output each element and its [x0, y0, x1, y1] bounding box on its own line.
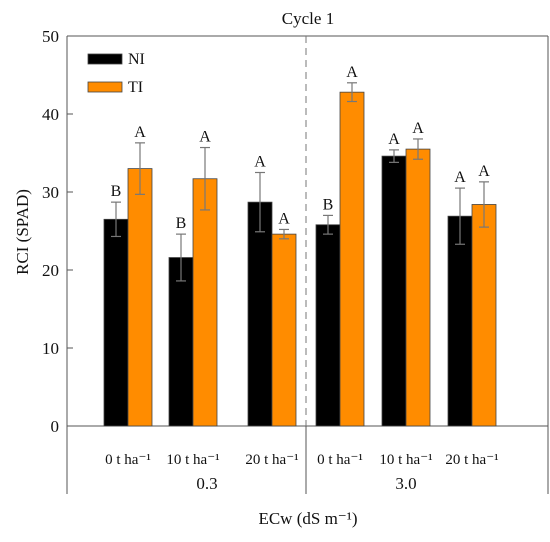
legend-swatch-ni	[87, 53, 123, 65]
significance-letter: A	[199, 129, 211, 146]
significance-letter: A	[278, 210, 290, 227]
bar-ti	[271, 233, 297, 427]
category-label: 20 t ha⁻¹	[445, 452, 498, 468]
legend: NI TI	[87, 51, 145, 96]
bar-ni	[315, 224, 341, 427]
y-tick-label: 20	[42, 261, 59, 280]
x-axis-label: ECw (dS m⁻¹)	[258, 509, 357, 528]
y-tick-label: 30	[42, 183, 59, 202]
bar-ni	[247, 201, 273, 427]
y-tick-label: 50	[42, 27, 59, 46]
significance-letter: A	[412, 120, 424, 137]
category-label: 10 t ha⁻¹	[166, 452, 219, 468]
category-label: 0 t ha⁻¹	[317, 452, 363, 468]
bar-ti	[471, 204, 497, 427]
bar-ti	[192, 178, 218, 427]
bar-ti	[127, 168, 153, 427]
significance-letter: A	[454, 169, 466, 186]
significance-letter: A	[346, 64, 358, 81]
bar-ti	[339, 91, 365, 427]
group-label: 3.0	[395, 474, 416, 493]
bar-ti	[405, 148, 431, 427]
y-axis-label: RCI (SPAD)	[13, 189, 32, 275]
y-tick-label: 40	[42, 105, 59, 124]
bar-ni	[381, 155, 407, 427]
bar-ni	[168, 257, 194, 427]
category-label: 20 t ha⁻¹	[245, 452, 298, 468]
significance-letter: A	[388, 131, 400, 148]
significance-letter: A	[478, 163, 490, 180]
y-tick-label: 0	[51, 417, 60, 436]
bar-ni	[103, 218, 129, 427]
significance-letter: B	[176, 215, 187, 232]
y-tick-label: 10	[42, 339, 59, 358]
bar-ni	[447, 215, 473, 427]
category-label: 0 t ha⁻¹	[105, 452, 151, 468]
legend-swatch-ti	[87, 81, 123, 93]
legend-label-ni: NI	[128, 51, 145, 68]
significance-letter: A	[254, 154, 266, 171]
chart-title: Cycle 1	[282, 9, 334, 28]
significance-letter: B	[111, 183, 122, 200]
group-label: 0.3	[196, 474, 217, 493]
significance-letter: B	[323, 196, 334, 213]
category-label: 10 t ha⁻¹	[379, 452, 432, 468]
significance-letter: A	[134, 124, 146, 141]
legend-label-ti: TI	[128, 79, 143, 96]
